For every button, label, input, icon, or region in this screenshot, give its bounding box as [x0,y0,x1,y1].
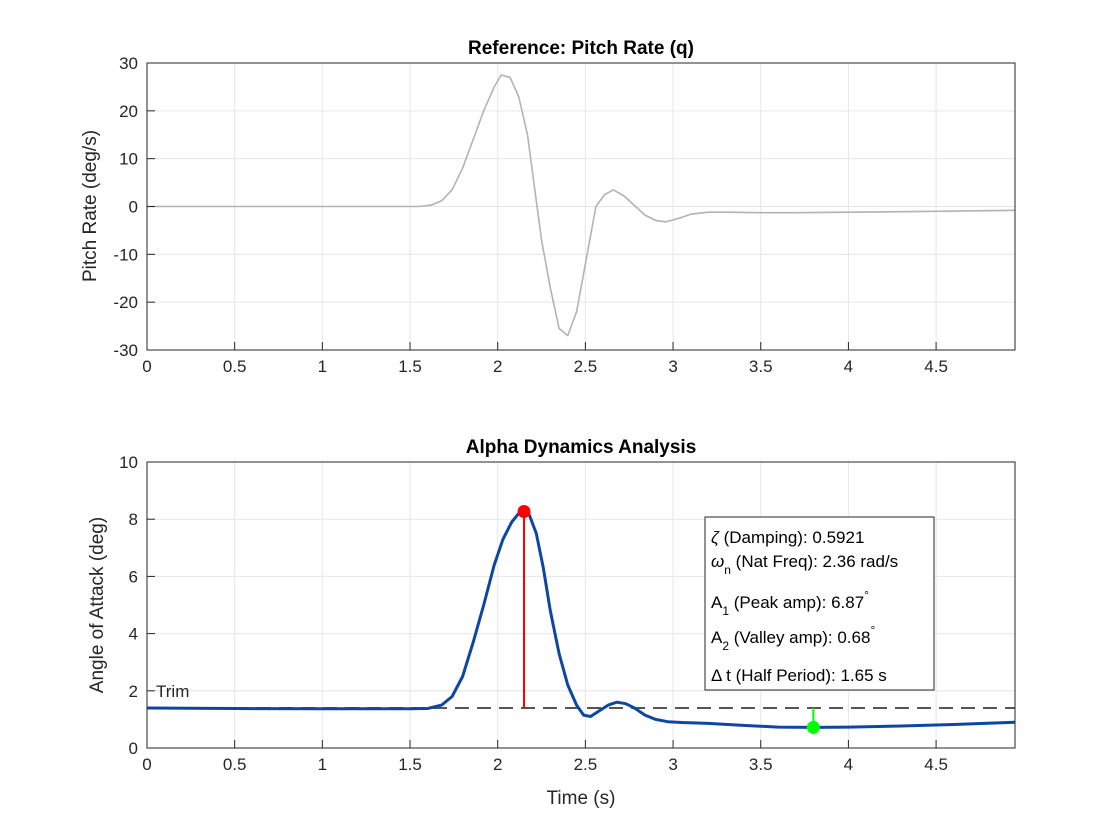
x-tick-label: 1.5 [398,357,422,376]
y-tick-label: 6 [129,567,138,586]
series-line [147,74,1016,337]
chart-title: Alpha Dynamics Analysis [466,437,697,458]
x-tick-label: 4.5 [924,755,948,774]
pitch-rate-axes: 0 0.5 1 1.5 2 2.5 3 3.5 4 4.5 30 20 10 0 -10 -20 -30 Ref… [80,38,1016,376]
x-tick-label: 0.5 [223,357,247,376]
info-box: ζ (Damping): 0.5921 ωn (Nat Freq): 2.36 … [704,516,935,691]
series-layer [146,504,1016,734]
x-tick-label: 2.5 [574,357,598,376]
trim-label: Trim [156,682,189,701]
y-tick-label: -30 [113,341,138,360]
y-tick-label: 4 [129,625,138,644]
x-tick-label: 4 [844,357,853,376]
x-tick-label: 4.5 [924,357,948,376]
y-axis-label: Pitch Rate (deg/s) [80,130,101,282]
y-tick-label: 20 [119,102,138,121]
nat-freq-text: ωn (Nat Freq): 2.36 rad/s [711,552,898,577]
series-line [146,510,1016,729]
x-tick-label: 1 [318,755,327,774]
y-tick-label: 2 [129,682,138,701]
y-tick-label: 10 [119,150,138,169]
ticks: 0 0.5 1 1.5 2 2.5 3 3.5 4 4.5 30 20 10 0 -10 -20 -30 [113,54,947,376]
x-tick-label: 1 [318,357,327,376]
x-tick-label: 0 [142,755,151,774]
y-tick-label: -20 [113,293,138,312]
x-tick-label: 2 [493,755,502,774]
ticks: 0 0.5 1 1.5 2 2.5 3 3.5 4 4.5 10 8 6 4 2 0 [119,453,948,774]
x-tick-label: 3.5 [749,357,773,376]
y-tick-label: 30 [119,54,138,73]
x-tick-label: 3 [668,357,677,376]
peak-amp-text: A1 (Peak amp): 6.87° [711,588,869,618]
x-tick-label: 0 [142,357,151,376]
alpha-dynamics-axes: 0 0.5 1 1.5 2 2.5 3 3.5 4 4.5 10 8 6 4 2 0 Trim Alpha D… [87,437,1016,809]
x-tick-label: 2 [493,357,502,376]
y-axis-label: Angle of Attack (deg) [87,517,108,693]
x-axis-label: Time (s) [547,788,616,809]
valley-amp-text: A2 (Valley amp): 0.68° [711,623,875,653]
x-tick-label: 2.5 [574,755,598,774]
x-tick-label: 4 [844,755,853,774]
y-tick-label: 8 [129,510,138,529]
valley-marker [806,720,820,734]
info-box-frame [704,516,935,691]
x-tick-label: 1.5 [398,755,422,774]
y-tick-label: 0 [129,739,138,758]
y-tick-label: 0 [129,198,138,217]
damping-text: ζ (Damping): 0.5921 [711,528,864,547]
half-period-text: Δ t (Half Period): 1.65 s [711,666,887,685]
axes-box [146,461,1016,749]
x-tick-label: 3.5 [749,755,773,774]
x-tick-label: 3 [668,755,677,774]
series-layer [147,74,1016,337]
chart-title: Reference: Pitch Rate (q) [468,38,694,59]
peak-marker [517,504,531,518]
x-tick-label: 0.5 [223,755,247,774]
y-tick-label: 10 [119,453,138,472]
y-tick-label: -10 [113,245,138,264]
